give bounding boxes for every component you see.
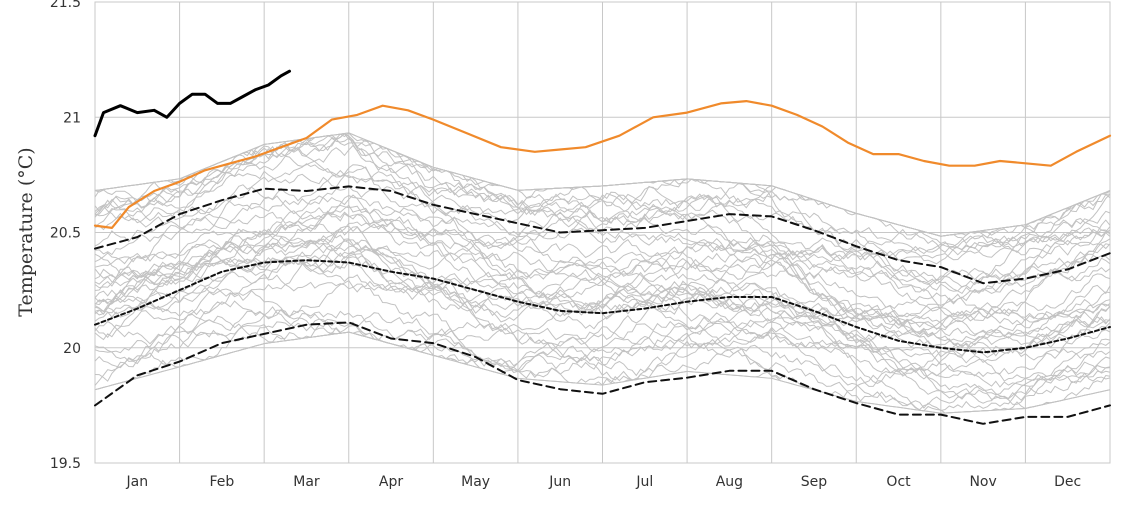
grid xyxy=(94,1,1111,464)
historical-line xyxy=(94,219,1111,323)
x-tick-label: Mar xyxy=(293,474,320,490)
record-line xyxy=(93,99,1112,229)
x-tick-label: Jul xyxy=(635,474,653,490)
historical-line xyxy=(94,175,1111,316)
historical-line xyxy=(94,169,1111,288)
std-dev-line xyxy=(94,185,1111,285)
x-tick-label: Dec xyxy=(1054,474,1081,490)
historical-line xyxy=(94,163,1111,312)
x-tick-label: Apr xyxy=(379,474,403,490)
historical-line xyxy=(94,300,1111,384)
historical-line xyxy=(94,239,1111,364)
historical-line xyxy=(94,204,1111,322)
x-tick-label: Sep xyxy=(801,474,828,490)
historical-line xyxy=(94,238,1111,399)
historical-line xyxy=(94,237,1111,357)
mean-line xyxy=(94,259,1111,354)
historical-line xyxy=(94,257,1111,338)
historical-line xyxy=(94,281,1111,400)
historical-line xyxy=(94,328,1111,391)
y-tick-label: 20 xyxy=(63,341,81,357)
y-axis-label: Temperature (°C) xyxy=(15,147,37,316)
historical-line xyxy=(94,185,1111,292)
historical-lines xyxy=(94,132,1111,414)
historical-line xyxy=(94,253,1111,378)
series-lines xyxy=(93,69,1112,425)
y-tick-label: 19.5 xyxy=(50,456,81,472)
x-tick-label: Feb xyxy=(209,474,234,490)
y-tick-label: 21.5 xyxy=(50,0,81,11)
std-dev-line xyxy=(94,321,1111,425)
historical-line xyxy=(94,132,1111,248)
x-tick-label: Jan xyxy=(125,474,148,490)
historical-line xyxy=(94,310,1111,375)
historical-line xyxy=(94,306,1111,405)
historical-line xyxy=(94,229,1111,300)
x-tick-label: Nov xyxy=(969,474,996,490)
x-tick-label: Jun xyxy=(548,474,571,490)
x-tick-label: May xyxy=(461,474,490,490)
x-tick-label: Oct xyxy=(886,474,911,490)
historical-line xyxy=(94,271,1111,414)
y-tick-label: 20.5 xyxy=(50,226,81,242)
historical-line xyxy=(94,210,1111,329)
historical-line xyxy=(94,194,1111,339)
current-year-line xyxy=(93,69,291,138)
axes: 19.5 20 20.5 21 21.5 Jan Feb Mar Apr May Jun Jul Aug… xyxy=(50,0,1081,490)
y-tick-label: 21 xyxy=(63,110,81,126)
historical-line xyxy=(94,218,1111,330)
x-tick-label: Aug xyxy=(716,474,743,490)
